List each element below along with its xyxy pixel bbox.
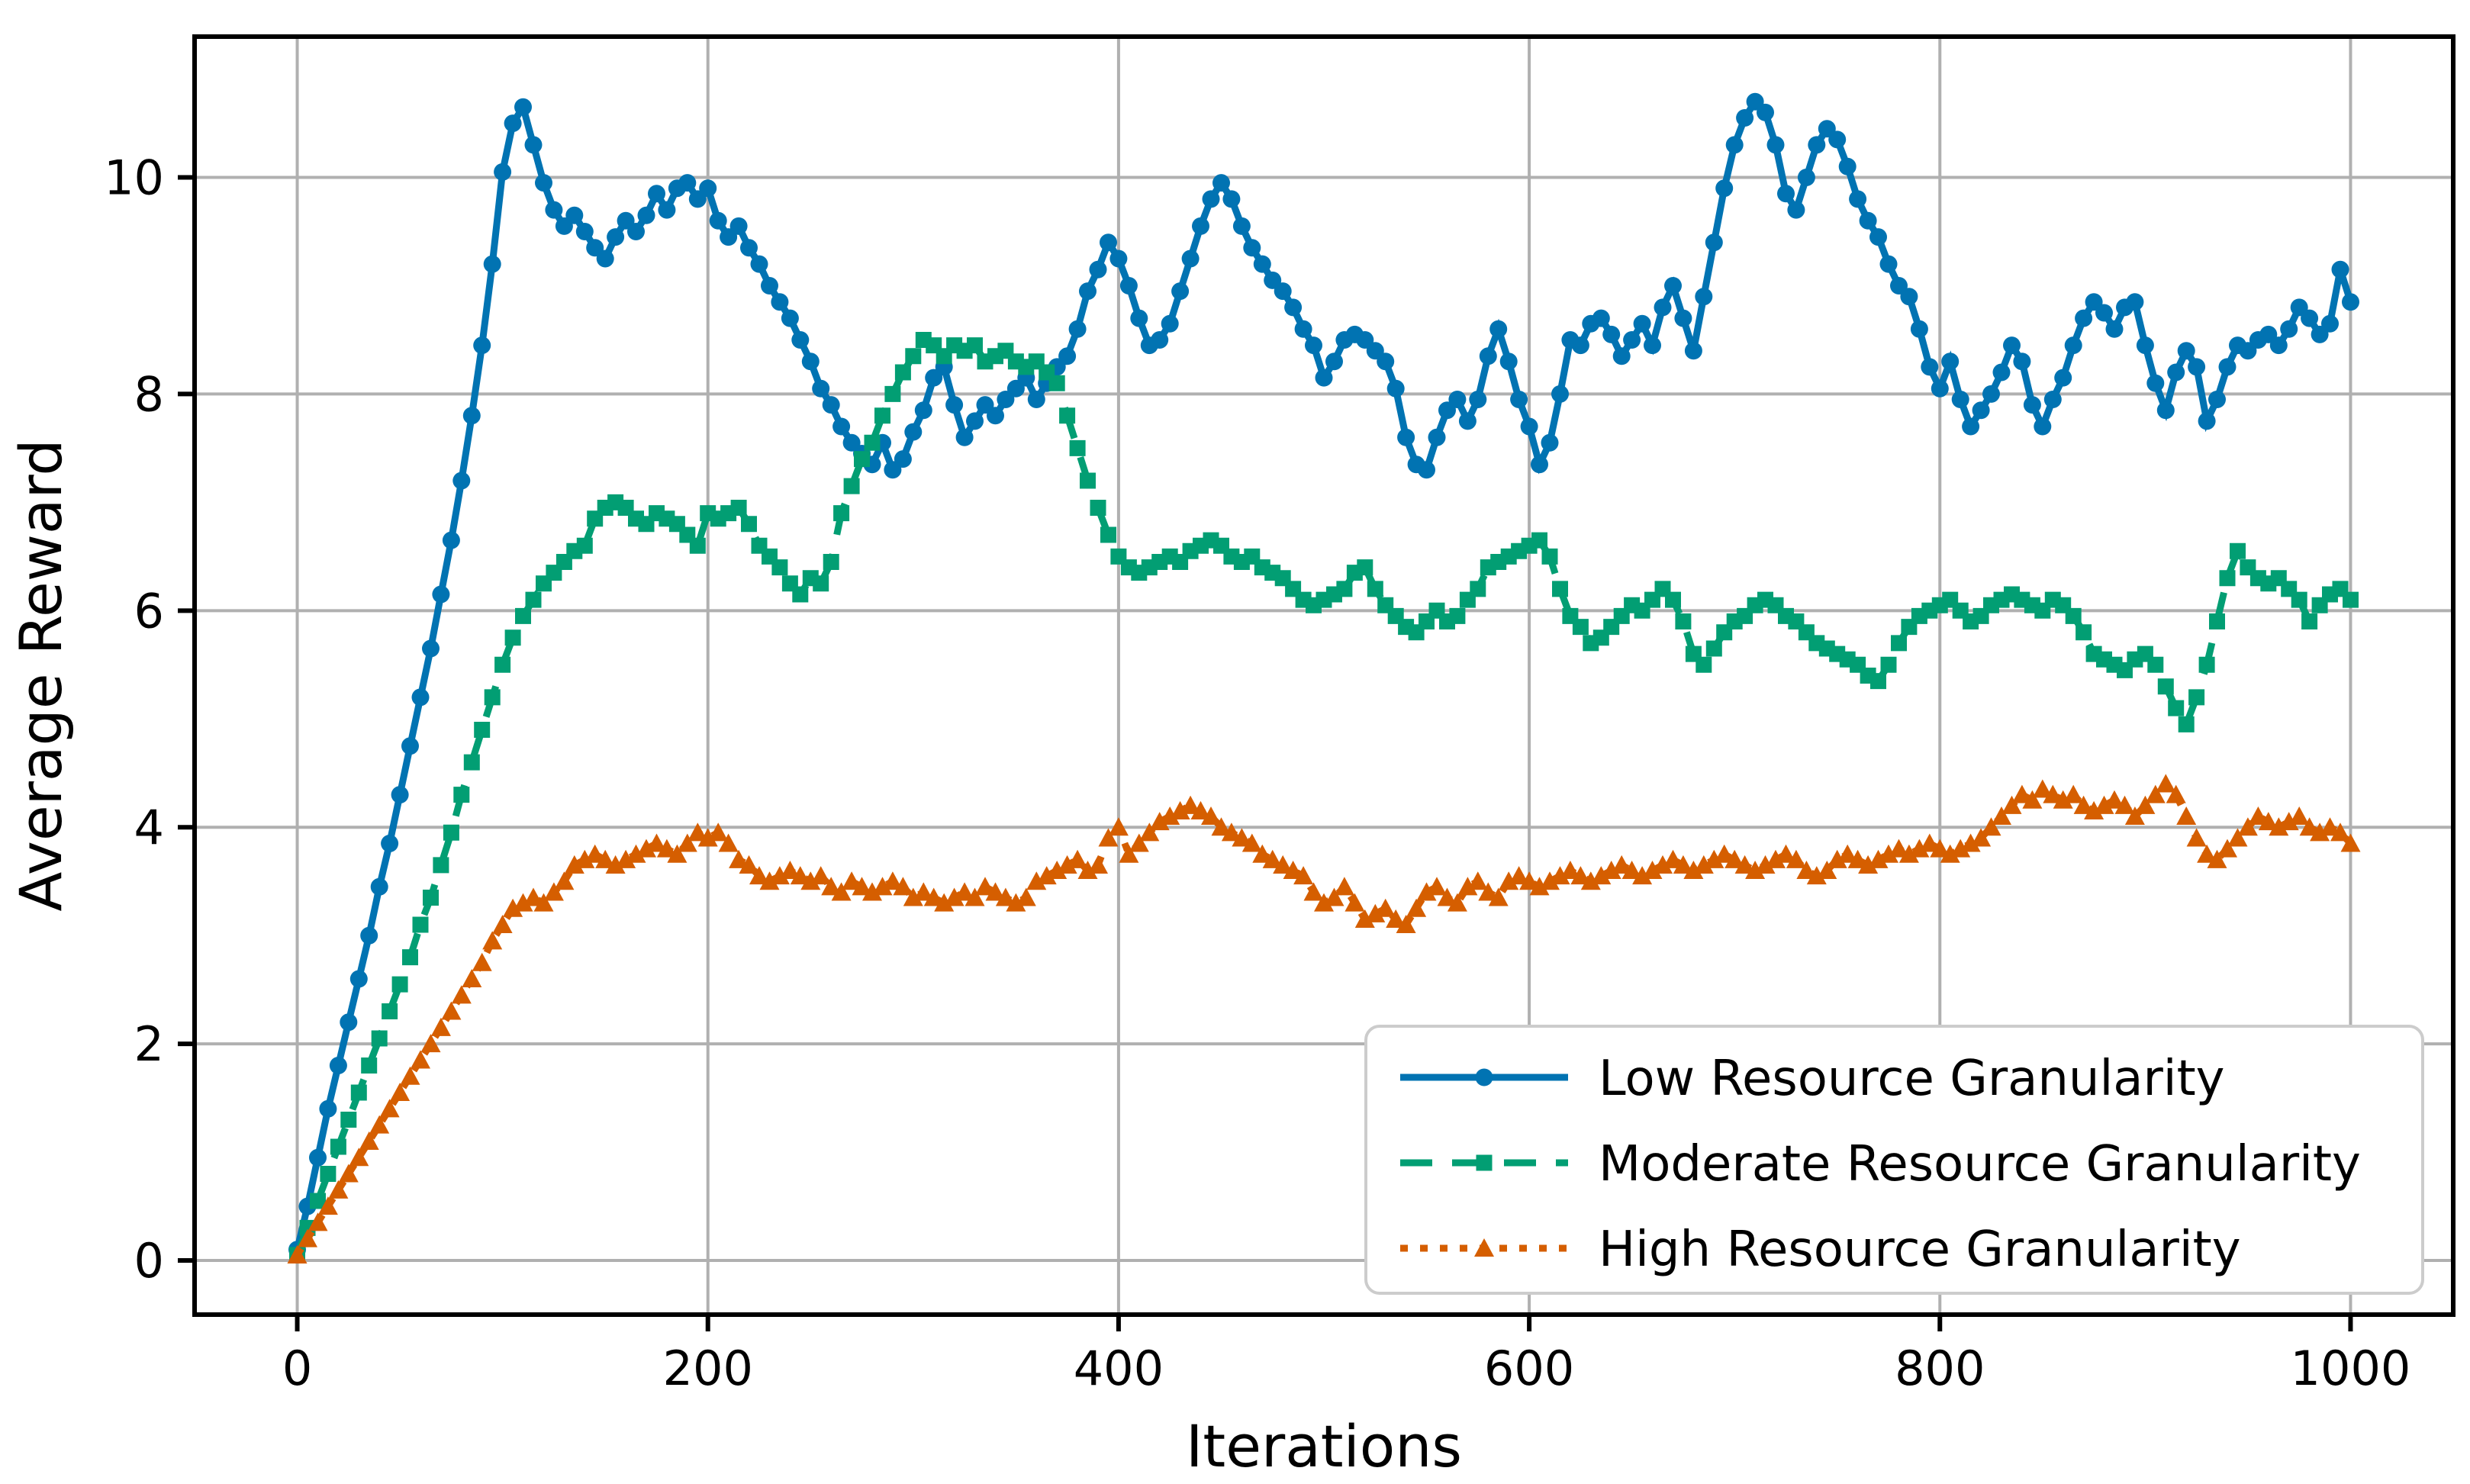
- legend-label-high: High Resource Granularity: [1599, 1222, 2241, 1278]
- legend-samples: [1400, 1068, 1568, 1257]
- y-tick-label: 10: [104, 150, 164, 206]
- legend-sample-marker-high-resource-granularity: [1474, 1238, 1494, 1257]
- legend-sample-marker-moderate-resource-granularity: [1476, 1154, 1493, 1171]
- y-tick-label: 8: [134, 366, 164, 422]
- y-tick-label: 0: [134, 1233, 164, 1289]
- legend-label-low: Low Resource Granularity: [1599, 1051, 2225, 1107]
- y-tick-label: 2: [134, 1016, 164, 1072]
- data-series: [287, 92, 2361, 1263]
- x-axis-label: Iterations: [1186, 1412, 1462, 1480]
- legend-sample-marker-low-resource-granularity: [1475, 1068, 1493, 1086]
- x-tick-label: 200: [663, 1341, 753, 1396]
- x-tick-label: 0: [282, 1341, 312, 1396]
- legend-label-moderate: Moderate Resource Granularity: [1599, 1136, 2361, 1193]
- y-tick-label: 6: [134, 583, 164, 639]
- legend-box: [1364, 1025, 2424, 1295]
- x-tick-label: 400: [1074, 1341, 1164, 1396]
- legend: Low Resource Granularity Moderate Resour…: [1364, 1025, 2424, 1295]
- x-tick-label: 800: [1895, 1341, 1985, 1396]
- y-axis-label: Average Reward: [7, 439, 75, 911]
- axis-ticks: 0 200 400 600 800 1000 0 2 4 6 8 10: [104, 150, 2410, 1396]
- y-tick-label: 4: [134, 800, 164, 855]
- x-tick-label: 600: [1484, 1341, 1574, 1396]
- plot-border: [192, 34, 2456, 1317]
- x-tick-label: 1000: [2291, 1341, 2411, 1396]
